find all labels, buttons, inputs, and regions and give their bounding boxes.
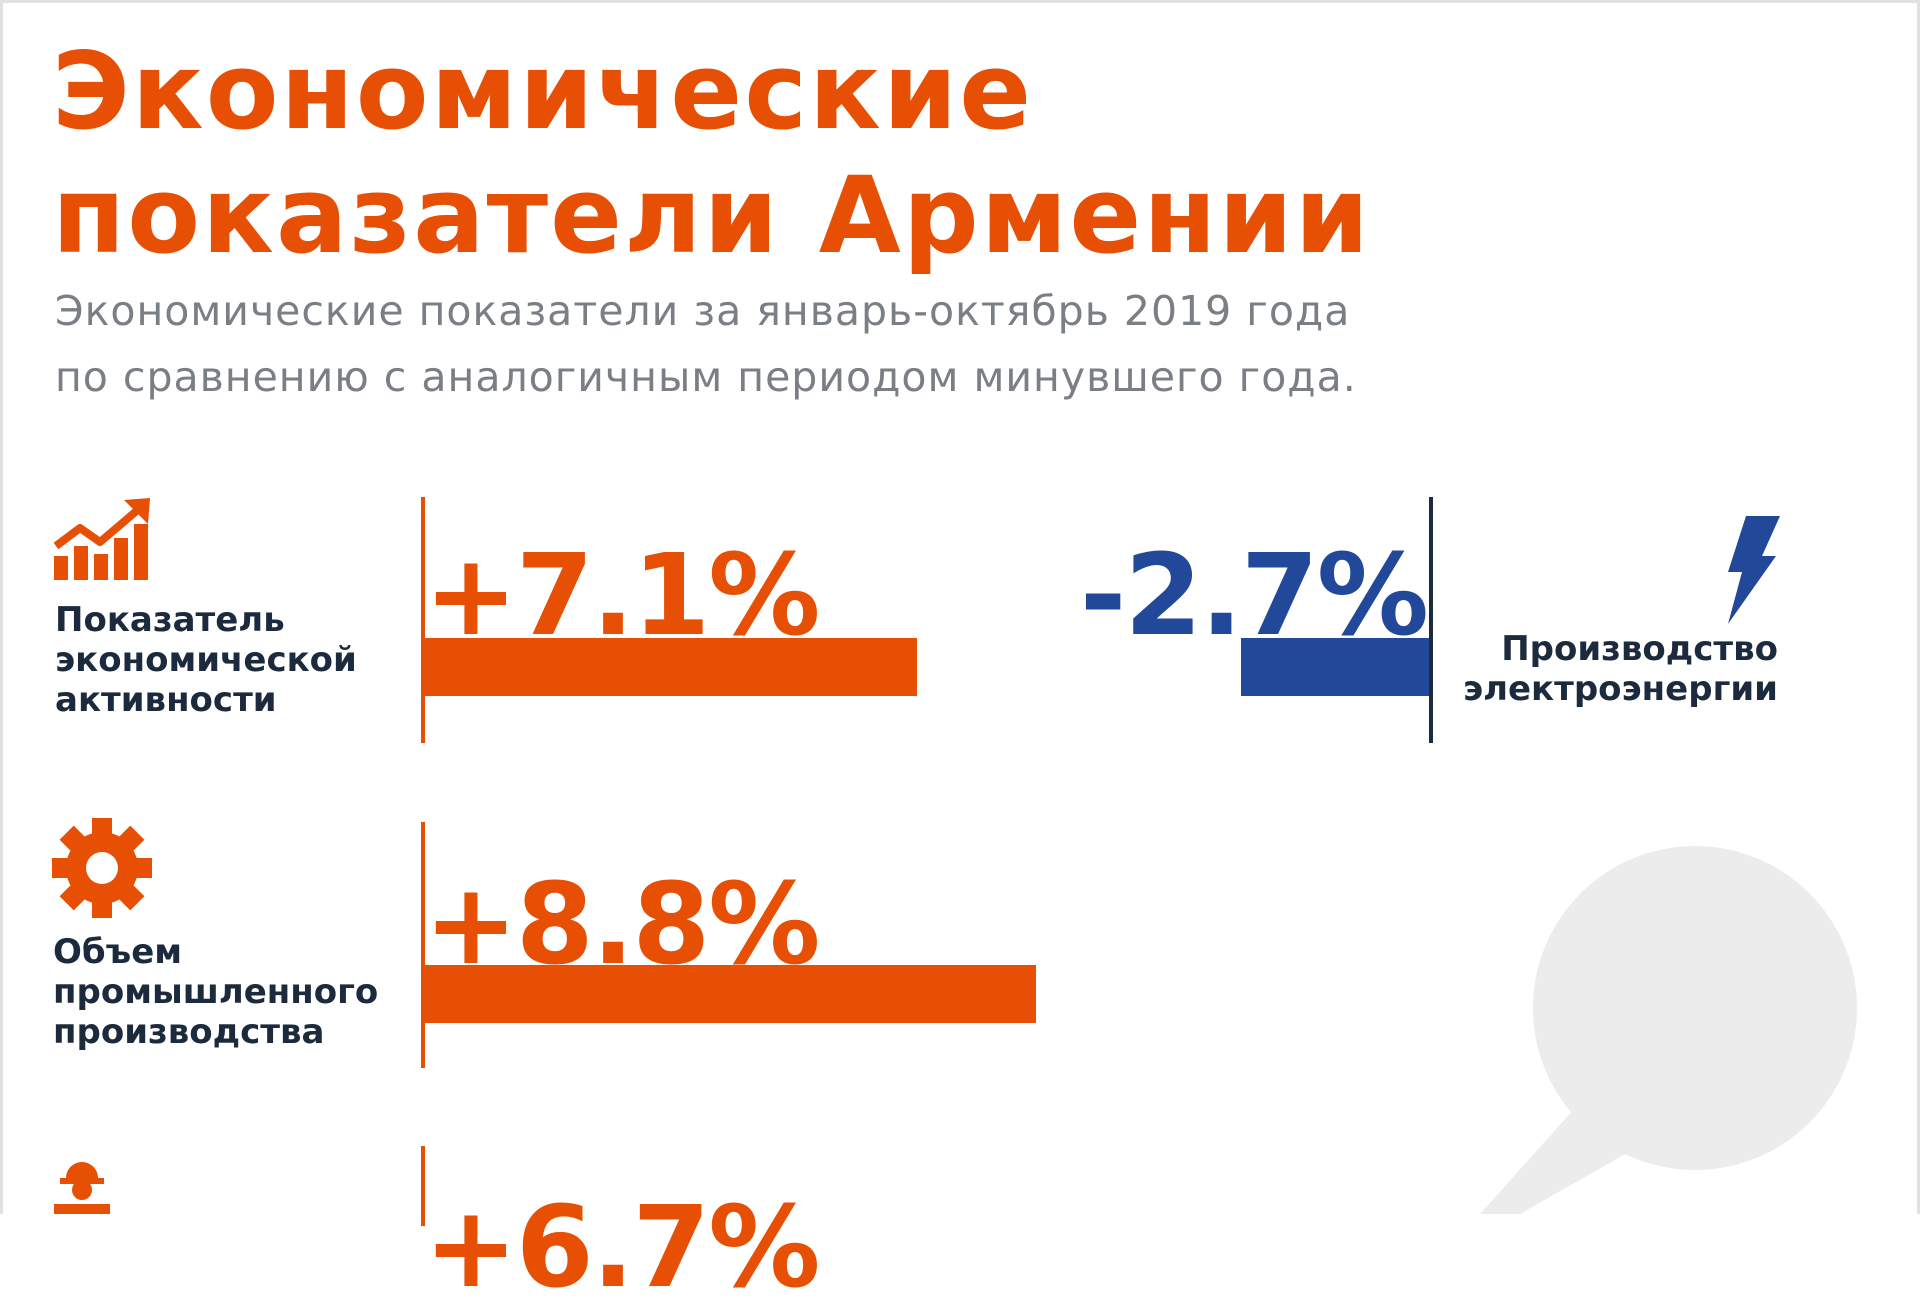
label-line: активности xyxy=(55,680,277,720)
page-title: Экономические показатели Армении xyxy=(52,30,1371,278)
label-line: электроэнергии xyxy=(1462,669,1778,709)
title-line-1: Экономические xyxy=(52,30,1034,153)
value-electricity: -2.7% xyxy=(1079,531,1429,661)
axis-industrial-production xyxy=(421,822,425,1068)
axis-economic-activity xyxy=(421,497,425,743)
label-line: Объем xyxy=(53,932,183,972)
bar-electricity xyxy=(1241,638,1429,696)
label-industrial-production: Объем промышленного производства xyxy=(53,932,378,1052)
label-electricity: Производство электроэнергии xyxy=(1463,629,1778,709)
label-line: производства xyxy=(53,1012,325,1052)
label-economic-activity: Показатель экономической активности xyxy=(55,600,357,720)
page-subtitle: Экономические показатели за январь-октяб… xyxy=(55,278,1357,410)
lightning-icon xyxy=(1728,516,1780,624)
label-line: Показатель xyxy=(55,600,285,640)
subtitle-line-2: по сравнению с аналогичным периодом мину… xyxy=(55,353,1357,401)
gear-icon xyxy=(52,818,152,918)
magnifier-decoration-icon xyxy=(1480,846,1857,1214)
value-industrial-production: +8.8% xyxy=(424,860,820,990)
infographic-frame xyxy=(0,0,1920,1214)
axis-electricity xyxy=(1429,497,1433,743)
subtitle-line-1: Экономические показатели за январь-октяб… xyxy=(55,287,1351,335)
value-economic-activity: +7.1% xyxy=(424,531,820,661)
value-row-3: +6.7% xyxy=(424,1183,820,1313)
worker-icon xyxy=(54,1162,110,1214)
label-line: промышленного xyxy=(53,972,379,1012)
title-line-2: показатели Армении xyxy=(52,154,1372,277)
bar-industrial-production xyxy=(424,965,1036,1023)
label-line: Производство xyxy=(1501,629,1778,669)
bar-economic-activity xyxy=(424,638,918,696)
axis-row-3 xyxy=(421,1146,425,1226)
label-line: экономической xyxy=(55,640,357,680)
rising-chart-icon xyxy=(53,498,150,580)
